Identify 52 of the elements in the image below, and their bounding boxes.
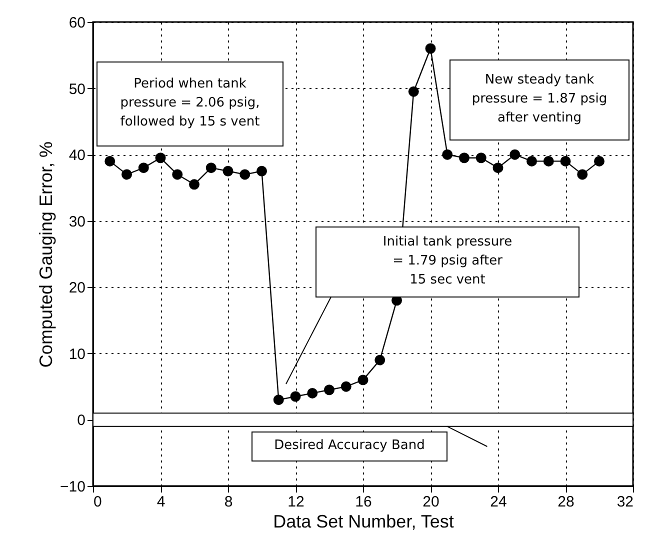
point [290, 391, 301, 402]
point [374, 354, 386, 366]
x-tick-label: 16 [355, 494, 372, 510]
point [459, 152, 470, 164]
x-tick-label: 0 [94, 494, 102, 510]
y-tick-label: 60 [68, 14, 86, 32]
point [324, 384, 334, 396]
point [358, 374, 368, 386]
annotation: Initial tank pressure = 1.79 psig after 15 sec vent [382, 234, 512, 288]
annotation: New steady tank pressure = 1.87 psig after venting [472, 72, 608, 126]
point [138, 162, 149, 174]
point [510, 149, 520, 160]
point [408, 86, 419, 97]
point [307, 388, 318, 398]
y-tick-label: 0 [77, 412, 86, 430]
point [104, 156, 116, 166]
point [425, 43, 436, 54]
x-tick-label: 12 [288, 494, 304, 510]
point [577, 169, 588, 180]
point [206, 162, 216, 174]
x-tick-label: 8 [224, 494, 233, 510]
point [442, 149, 453, 160]
y-tick-label: 20 [68, 280, 86, 297]
point [492, 162, 504, 174]
annotation: Period when tank pressure = 2.06 psig, followed by 15 s vent [120, 76, 260, 130]
x-axis-title: Data Set Number, Test [273, 512, 454, 532]
y-tick-label: 50 [68, 80, 86, 98]
y-tick-label: 10 [68, 346, 86, 363]
y-axis-title: Computed Gauging Error, % [36, 141, 56, 368]
point [273, 394, 284, 406]
legend-label: Desired Accuracy Band [274, 438, 425, 453]
point [122, 169, 132, 180]
point [526, 156, 537, 166]
y-tick-label: −10 [60, 478, 86, 496]
point [340, 381, 352, 392]
point [560, 156, 571, 166]
y-tick-label: 30 [68, 213, 86, 230]
x-tick-label: 24 [490, 494, 507, 510]
point [240, 169, 250, 180]
y-tick-label: 40 [68, 147, 86, 164]
point [594, 156, 604, 166]
point [155, 152, 166, 164]
point [189, 179, 200, 190]
point [256, 166, 267, 176]
x-tick-label: 32 [616, 494, 634, 510]
point [172, 169, 183, 180]
x-tick-label: 28 [558, 494, 574, 510]
point [222, 166, 234, 176]
point [543, 156, 554, 166]
point [476, 152, 486, 164]
x-tick-label: 20 [422, 494, 440, 510]
x-tick-label: 4 [156, 494, 166, 510]
